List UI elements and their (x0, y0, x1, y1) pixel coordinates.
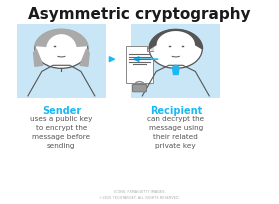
FancyBboxPatch shape (17, 24, 106, 98)
Text: can decrypt the
message using
their related
private key: can decrypt the message using their rela… (147, 116, 204, 149)
FancyBboxPatch shape (126, 46, 153, 83)
Polygon shape (172, 65, 179, 74)
Text: uses a public key
to encrypt the
message before
sending: uses a public key to encrypt the message… (30, 116, 93, 149)
Circle shape (35, 30, 88, 68)
Text: Asymmetric cryptography: Asymmetric cryptography (28, 7, 251, 22)
Text: Sender: Sender (42, 106, 81, 116)
Text: ©2025 TECHTARGET. ALL RIGHTS RESERVED.: ©2025 TECHTARGET. ALL RIGHTS RESERVED. (99, 196, 180, 200)
Polygon shape (35, 29, 88, 46)
Text: Recipient: Recipient (150, 106, 202, 116)
Circle shape (149, 30, 202, 68)
Polygon shape (33, 49, 43, 66)
Polygon shape (80, 49, 89, 66)
Polygon shape (149, 29, 203, 49)
Text: ICONS: FXMA/GETTY IMAGES;: ICONS: FXMA/GETTY IMAGES; (114, 190, 165, 194)
FancyBboxPatch shape (131, 24, 220, 98)
FancyBboxPatch shape (133, 84, 146, 92)
Polygon shape (147, 46, 153, 51)
